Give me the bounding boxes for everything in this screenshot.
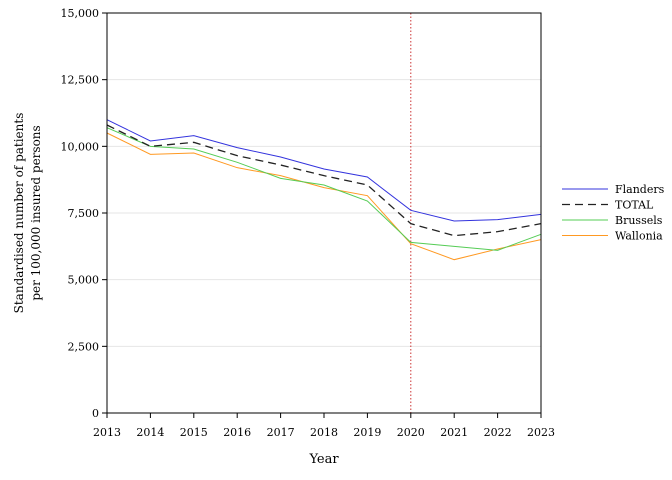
y-tick-label: 12,500 bbox=[61, 74, 100, 87]
legend-label-brussels: Brussels bbox=[615, 214, 663, 227]
x-tick-label: 2022 bbox=[484, 426, 512, 439]
y-tick-label: 2,500 bbox=[68, 340, 100, 353]
legend-label-wallonia: Wallonia bbox=[615, 230, 663, 243]
y-axis-title-line: Standardised number of patients bbox=[12, 113, 26, 314]
x-tick-label: 2014 bbox=[136, 426, 164, 439]
legend-label-flanders: Flanders bbox=[615, 183, 665, 196]
x-axis-title: Year bbox=[308, 452, 339, 467]
series-lines bbox=[106, 119, 542, 261]
x-tick-label: 2023 bbox=[527, 426, 555, 439]
series-line-total bbox=[106, 124, 542, 237]
y-axis-title-line: per 100,000 insured persons bbox=[29, 125, 43, 300]
y-tick-label: 0 bbox=[92, 407, 99, 420]
legend-label-total: TOTAL bbox=[615, 199, 654, 212]
gridlines bbox=[107, 79, 541, 347]
x-axis: 2013 2014 2015 2016 2017 2018 2019 2020 2021 2022… bbox=[93, 413, 555, 439]
y-tick-label: 10,000 bbox=[61, 140, 100, 153]
x-tick-label: 2021 bbox=[440, 426, 468, 439]
y-tick-label: 7,500 bbox=[68, 207, 100, 220]
series-line-wallonia bbox=[106, 132, 542, 261]
x-tick-label: 2018 bbox=[310, 426, 338, 439]
x-tick-label: 2015 bbox=[180, 426, 208, 439]
legend: Flanders TOTAL Brussels Wallonia bbox=[562, 183, 665, 243]
y-tick-label: 15,000 bbox=[61, 7, 100, 20]
y-axis-title: Standardised number of patients per 100,0… bbox=[12, 113, 43, 314]
x-tick-label: 2013 bbox=[93, 426, 121, 439]
x-tick-label: 2020 bbox=[397, 426, 425, 439]
y-tick-label: 5,000 bbox=[68, 274, 100, 287]
x-tick-label: 2016 bbox=[223, 426, 251, 439]
y-axis: 0 2,500 5,000 7,500 10,000 12,500 15,000 bbox=[61, 7, 107, 420]
series-line-brussels bbox=[106, 127, 542, 251]
x-tick-label: 2019 bbox=[353, 426, 381, 439]
x-tick-label: 2017 bbox=[267, 426, 295, 439]
series-line-flanders bbox=[106, 119, 542, 222]
